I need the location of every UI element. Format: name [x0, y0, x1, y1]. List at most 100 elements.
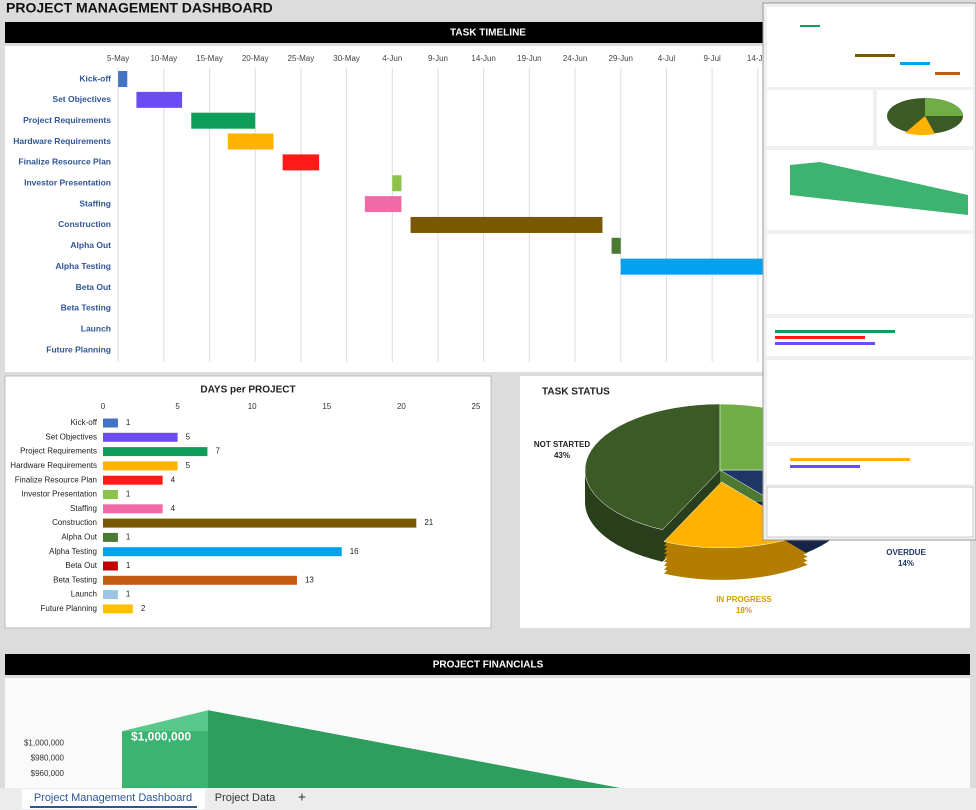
bar: [103, 575, 297, 585]
add-tab[interactable]: +: [298, 789, 306, 805]
section-title: PROJECT FINANCIALS: [433, 660, 544, 671]
tab[interactable]: Project Data: [215, 792, 276, 804]
x-tick-label: 9-Jun: [428, 54, 448, 63]
task-label: Alpha Testing: [55, 261, 111, 271]
thumbnail: [767, 90, 873, 146]
x-tick-label: 25-May: [288, 54, 315, 63]
value-label: 1: [126, 533, 131, 542]
value-label: 4: [171, 504, 176, 513]
category-label: Staffing: [70, 504, 97, 513]
x-tick-label: 20-May: [242, 54, 269, 63]
y-tick-label: $960,000: [31, 769, 65, 778]
tab[interactable]: Project Management Dashboard: [34, 792, 192, 804]
value-label: 16: [350, 547, 359, 556]
gantt-bar: [136, 91, 183, 108]
category-label: Kick-off: [70, 418, 97, 427]
value-label: 7: [215, 447, 220, 456]
slice-label: NOT STARTED: [534, 440, 591, 449]
category-label: Construction: [52, 518, 97, 527]
thumb-bar: [790, 465, 860, 468]
days-panel: [4, 375, 492, 629]
section-bar: [5, 22, 970, 43]
thumbnail: [767, 360, 973, 442]
dashboard-title: PROJECT MANAGEMENT DASHBOARD: [6, 0, 273, 16]
task-label: Investor Presentation: [24, 178, 111, 188]
x-tick-label: 24-Jun: [563, 54, 587, 63]
bar: [103, 547, 342, 557]
bar: [103, 590, 118, 600]
area-front: [122, 731, 208, 788]
chart-title: DAYS per PROJECT: [200, 385, 295, 396]
slice-value: 18%: [736, 606, 752, 615]
task-label: Finalize Resource Plan: [18, 157, 111, 167]
thumb-bar: [775, 330, 895, 333]
value-label: 13: [305, 575, 314, 584]
section-bar: [5, 654, 970, 675]
area-side: [208, 710, 620, 788]
task-label: Launch: [81, 323, 111, 333]
active-tab[interactable]: [22, 789, 205, 809]
bar: [103, 418, 118, 428]
chart-title: TASK STATUS: [542, 387, 610, 398]
x-tick-label: 19-Jun: [517, 54, 541, 63]
bar: [103, 604, 133, 614]
value-label: 5: [186, 432, 191, 441]
y-tick-label: $1,000,000: [24, 738, 65, 747]
section-title: TASK TIMELINE: [450, 28, 526, 39]
value-label: 4: [171, 475, 176, 484]
gantt-bar: [611, 237, 621, 254]
value-label: 1: [126, 490, 131, 499]
category-label: Set Objectives: [45, 432, 97, 441]
category-label: Launch: [71, 590, 97, 599]
thumb-bar: [800, 25, 820, 27]
slice-label: IN PROGRESS: [716, 595, 772, 604]
x-tick-label: 5-May: [107, 54, 129, 63]
task-label: Set Objectives: [52, 94, 111, 104]
value-label: $1,000,000: [131, 729, 191, 743]
bar: [103, 490, 118, 499]
y-tick-label: $980,000: [31, 754, 65, 763]
task-label: Hardware Requirements: [13, 136, 111, 146]
gantt-bar: [282, 154, 320, 171]
gantt-bar: [364, 196, 402, 213]
gantt-bar: [620, 258, 767, 275]
thumb-bar: [775, 342, 875, 345]
category-label: Alpha Testing: [49, 547, 97, 556]
tab-bar: [0, 788, 976, 810]
category-label: Investor Presentation: [21, 490, 97, 499]
category-label: Finalize Resource Plan: [15, 475, 97, 484]
thumb-pie: [905, 116, 935, 136]
task-label: Kick-off: [79, 73, 111, 83]
x-tick-label: 0: [101, 402, 106, 411]
category-label: Hardware Requirements: [10, 461, 97, 470]
gantt-bar: [227, 133, 274, 150]
value-label: 1: [126, 561, 131, 570]
x-tick-label: 30-May: [333, 54, 360, 63]
category-label: Future Planning: [41, 604, 97, 613]
task-label: Beta Testing: [61, 303, 111, 313]
slice-value: 14%: [898, 559, 914, 568]
x-tick-label: 4-Jun: [382, 54, 402, 63]
bar: [103, 504, 163, 514]
thumbnail: [767, 234, 973, 314]
thumbnail-overlay: [762, 2, 976, 541]
task-label: Beta Out: [76, 282, 112, 292]
thumb-area: [790, 162, 968, 215]
task-label: Project Requirements: [23, 115, 111, 125]
x-tick-label: 15-May: [196, 54, 223, 63]
task-label: Alpha Out: [70, 240, 111, 250]
value-label: 2: [141, 604, 146, 613]
thumb-bar: [790, 458, 910, 461]
category-label: Beta Out: [65, 561, 97, 570]
bar: [103, 461, 178, 471]
task-label: Staffing: [79, 198, 111, 208]
category-label: Project Requirements: [20, 447, 97, 456]
thumb-bar: [775, 336, 865, 339]
thumb-bar: [900, 62, 930, 65]
x-tick-label: 20: [397, 402, 406, 411]
x-tick-label: 14-Jul: [747, 54, 769, 63]
x-tick-label: 10: [248, 402, 257, 411]
slice-label: OVERDUE: [886, 548, 926, 557]
